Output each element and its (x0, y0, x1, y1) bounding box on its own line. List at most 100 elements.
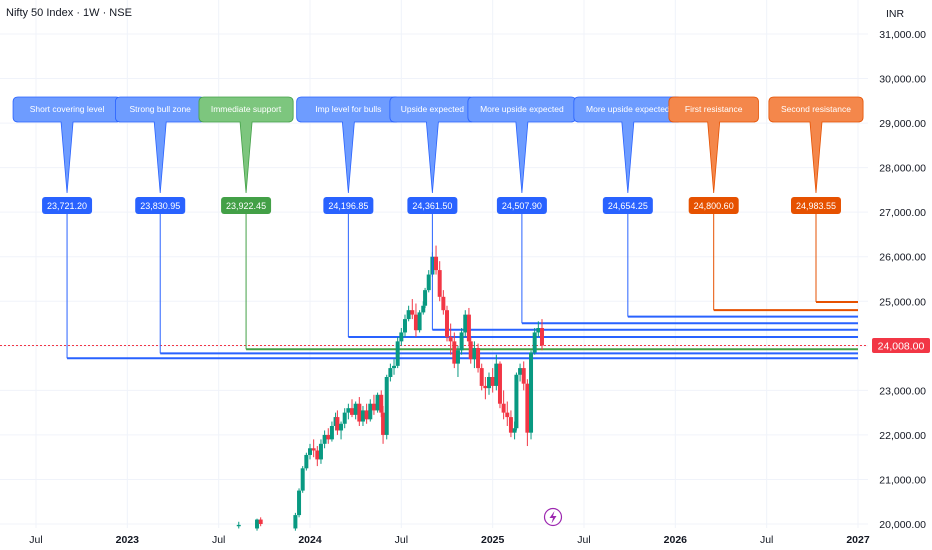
price-axis[interactable]: 20,000.00 21,000.00 22,000.00 23,000.00 24,0… (879, 29, 926, 531)
candle-body (501, 403, 506, 413)
candle-body (423, 290, 428, 306)
x-tick-label: 2023 (116, 534, 140, 546)
candle-body (459, 332, 464, 351)
candle-body (452, 341, 457, 364)
candle-body (353, 403, 358, 415)
candle-body (539, 328, 544, 346)
candle-body (255, 519, 260, 529)
candle-body (497, 363, 502, 404)
candle-body (375, 394, 380, 411)
candle-body (300, 468, 305, 491)
y-tick-label: 26,000.00 (879, 252, 926, 264)
candle-body (518, 368, 523, 375)
level-callout: Short covering level 23,721.20 (12, 96, 122, 359)
callout-price-label: 23,922.45 (226, 201, 266, 211)
callout-label: Imp level for bulls (315, 104, 381, 114)
x-tick-label: Jul (395, 534, 408, 546)
candle-body (463, 314, 468, 333)
callout-balloon (768, 96, 864, 194)
level-callout: Upside expected 24,361.50 (389, 96, 476, 330)
candle-body (455, 350, 460, 364)
candle-body (326, 434, 331, 440)
last-price-label: 24,008.00 (878, 340, 925, 352)
candle-body (445, 310, 449, 337)
callout-price-label: 24,361.50 (412, 201, 452, 211)
level-callout: More upside expected 24,654.25 (573, 96, 683, 317)
level-lines (67, 301, 858, 360)
x-tick-label: 2027 (846, 534, 870, 546)
lightning-icon[interactable] (543, 507, 563, 527)
callout-price-label: 24,196.85 (328, 201, 368, 211)
candle-body (322, 434, 327, 444)
candle-body (441, 296, 446, 311)
callout-balloon (668, 96, 759, 194)
callout-label: Upside expected (401, 104, 465, 114)
callout-price-label: 24,654.25 (608, 201, 648, 211)
candle-body (426, 274, 431, 291)
candle-body (410, 310, 415, 315)
y-tick-label: 20,000.00 (879, 519, 926, 531)
candle-body (346, 408, 351, 413)
candle-body (483, 385, 488, 389)
candle-body (479, 368, 484, 386)
y-tick-label: 28,000.00 (879, 163, 926, 175)
callout-label: Immediate support (211, 104, 282, 114)
time-axis[interactable]: Jul 2023 Jul 2024 Jul 2025 Jul 2026 Jul 2027 (29, 534, 870, 546)
currency-label: INR (886, 8, 905, 20)
callout-price-tag (790, 197, 841, 214)
y-tick-label: 27,000.00 (879, 207, 926, 219)
candle-body (357, 403, 362, 422)
candle-body (364, 410, 369, 420)
candle-body (311, 448, 316, 451)
candle-body (236, 524, 241, 527)
candle-body (350, 408, 355, 415)
callout-price-tag (221, 197, 272, 214)
candle-body (308, 448, 312, 455)
candle-body (421, 305, 426, 313)
candle-body (529, 352, 534, 433)
candle-body (258, 519, 263, 524)
candle-body (536, 328, 541, 333)
callout-price-label: 24,800.60 (694, 201, 734, 211)
candle-body (392, 365, 397, 369)
callout-price-tag (407, 197, 458, 214)
candle-body (318, 443, 323, 460)
candle-body (339, 423, 344, 431)
x-tick-label: 2026 (664, 534, 688, 546)
x-tick-label: Jul (760, 534, 773, 546)
candle-body (304, 454, 309, 469)
candle-body (487, 377, 492, 389)
callout-price-tag (602, 197, 653, 214)
y-tick-label: 22,000.00 (879, 430, 926, 442)
candle-body (514, 374, 519, 429)
callout-price-label: 23,830.95 (140, 201, 180, 211)
candle-body (297, 490, 302, 516)
candle-body (505, 412, 510, 418)
candle-body (293, 515, 298, 529)
level-callout: First resistance 24,800.60 (668, 96, 759, 311)
candle-body (437, 270, 442, 297)
callout-price-tag (135, 197, 186, 214)
y-tick-label: 25,000.00 (879, 296, 926, 308)
chart-title: Nifty 50 Index · 1W · NSE (6, 7, 132, 19)
x-tick-label: Jul (577, 534, 590, 546)
candle-body (379, 394, 384, 413)
y-tick-label: 30,000.00 (879, 74, 926, 86)
candle-body (512, 428, 517, 433)
candle-body (335, 417, 340, 431)
y-tick-label: 31,000.00 (879, 29, 926, 41)
candle-body (371, 403, 376, 411)
callout-price-tag (42, 197, 93, 214)
candle-body (476, 348, 481, 369)
candlestick-series (236, 245, 544, 531)
candle-body (342, 412, 347, 424)
callout-label: More upside expected (480, 104, 564, 114)
callout-price-label: 24,507.90 (502, 201, 542, 211)
level-callout: Immediate support 23,922.45 (198, 96, 294, 350)
last-price-badge: 24,008.00 (872, 337, 930, 353)
level-callout: Second resistance 24,983.55 (768, 96, 864, 303)
level-callouts: Short covering level 23,721.20 Strong bull… (12, 96, 864, 359)
y-tick-label: 23,000.00 (879, 385, 926, 397)
candle-body (417, 312, 422, 331)
